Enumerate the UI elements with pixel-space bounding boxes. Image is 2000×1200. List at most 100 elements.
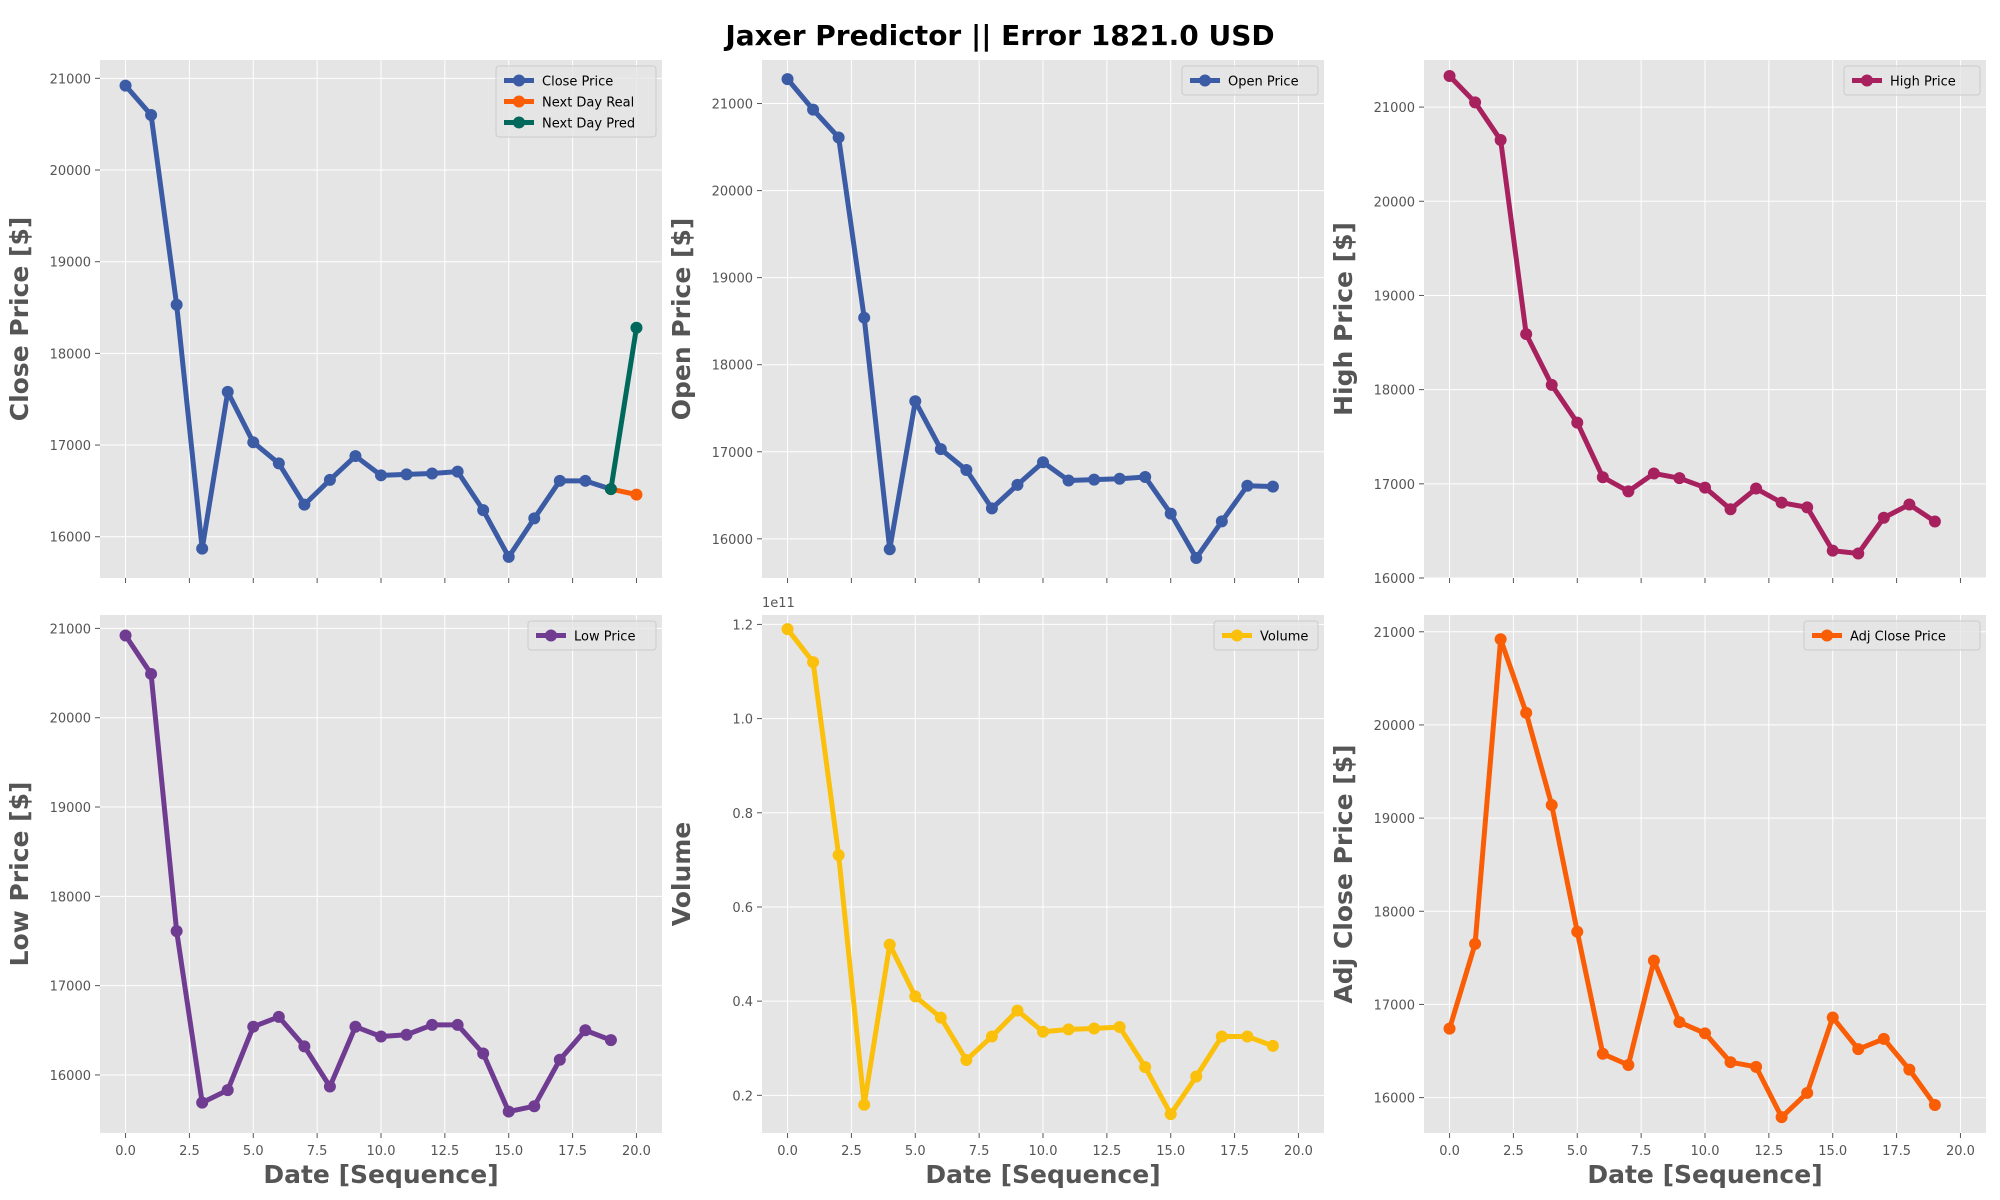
x-tick-label: 2.5 [1503, 1144, 1524, 1159]
data-point [960, 1054, 973, 1067]
y-tick-label: 20000 [1374, 195, 1415, 210]
series-volume [781, 623, 1279, 1121]
x-axis-label: Date [Sequence] [263, 1160, 498, 1189]
x-tick-label: 2.5 [179, 1144, 200, 1159]
data-point [1724, 503, 1737, 516]
data-point [1801, 501, 1814, 514]
data-point [1647, 954, 1660, 967]
y-tick-label: 19000 [50, 256, 91, 271]
y-tick-label: 21000 [50, 622, 91, 637]
data-point [604, 1034, 617, 1047]
data-point [1647, 467, 1660, 480]
legend: Adj Close Price [1803, 620, 1981, 651]
data-point [1801, 1086, 1814, 1099]
data-point [1520, 328, 1533, 341]
x-tick-label: 10.0 [1029, 1144, 1058, 1159]
data-point [1443, 70, 1456, 83]
y-axis-label: High Price [$] [1329, 222, 1358, 416]
x-tick-label: 17.5 [1882, 1144, 1911, 1159]
data-point [934, 1011, 947, 1024]
x-tick-label: 0.0 [115, 1144, 136, 1159]
y-axis-label: Open Price [$] [667, 218, 696, 421]
y-tick-label: 17000 [1374, 478, 1415, 493]
legend-box [1213, 620, 1319, 651]
y-axis-offset-label: 1e11 [762, 596, 795, 611]
series-line [123, 83, 614, 560]
data-point [1266, 1039, 1279, 1052]
series-open-price [781, 73, 1279, 564]
y-tick-label: 17000 [50, 980, 91, 995]
legend-box [1181, 65, 1319, 96]
data-point [1826, 544, 1839, 557]
y-tick-label: 16000 [1374, 1092, 1415, 1107]
legend-label: Next Day Real [542, 96, 634, 111]
data-point [630, 321, 643, 334]
x-tick-label: 7.5 [307, 1144, 328, 1159]
data-point [375, 469, 387, 482]
data-point [1215, 515, 1228, 528]
data-point [400, 468, 413, 481]
series-high-price [1443, 70, 1941, 560]
data-point [883, 543, 896, 556]
y-tick-label: 0.8 [732, 807, 753, 822]
y-tick-label: 17000 [50, 439, 91, 454]
data-point [1037, 1025, 1049, 1038]
data-point [1903, 1063, 1916, 1076]
x-tick-label: 17.5 [558, 1144, 587, 1159]
y-tick-label: 17000 [712, 446, 753, 461]
subplot-2: 16000 17000 18000 19000 20000 21000 Open Price… [667, 60, 1324, 583]
data-point [1088, 473, 1101, 486]
x-tick-label: 15.0 [1156, 1144, 1185, 1159]
series-line [785, 626, 1276, 1117]
y-tick-label: 19000 [712, 272, 753, 287]
legend-swatch-marker [1231, 629, 1243, 642]
data-point [1062, 1023, 1075, 1036]
y-tick-label: 18000 [1374, 905, 1415, 920]
data-point [502, 550, 515, 563]
data-point [1469, 96, 1482, 109]
y-tick-label: 0.4 [732, 995, 753, 1010]
data-point [1164, 1108, 1177, 1121]
x-tick-label: 12.5 [1754, 1144, 1783, 1159]
data-point [1903, 498, 1916, 511]
data-point [1750, 482, 1763, 495]
y-axis-label: Close Price [$] [5, 217, 34, 422]
data-point [1062, 474, 1075, 487]
legend-swatch-marker [513, 95, 525, 108]
x-tick-label: 15.0 [494, 1144, 523, 1159]
data-point [1775, 1111, 1788, 1124]
y-tick-label: 19000 [1374, 289, 1415, 304]
legend-swatch-marker [513, 74, 525, 87]
data-point [909, 990, 922, 1003]
data-point [1113, 472, 1126, 485]
data-point [1241, 1030, 1254, 1043]
data-point [1928, 1099, 1941, 1112]
y-tick-label: 18000 [50, 890, 91, 905]
y-tick-label: 1.0 [732, 713, 753, 728]
data-point [1011, 1004, 1024, 1017]
data-point [170, 298, 183, 311]
data-point [298, 1040, 311, 1053]
data-point [832, 849, 845, 862]
data-point [1494, 134, 1507, 147]
data-point [1139, 1061, 1152, 1074]
data-point [1571, 925, 1584, 938]
data-point [1011, 478, 1024, 491]
data-point [883, 938, 896, 951]
y-tick-label: 0.6 [732, 901, 753, 916]
x-tick-label: 7.5 [969, 1144, 990, 1159]
data-point [1037, 456, 1049, 469]
data-point [451, 1018, 464, 1031]
data-point [579, 1024, 592, 1037]
y-tick-label: 19000 [1374, 812, 1415, 827]
data-point [553, 1053, 566, 1066]
legend-box [495, 65, 657, 138]
data-point [1215, 1030, 1228, 1043]
data-point [1852, 1043, 1865, 1056]
data-point [400, 1028, 413, 1041]
y-tick-label: 20000 [50, 712, 91, 727]
y-tick-label: 16000 [712, 533, 753, 548]
data-point [221, 1084, 234, 1097]
series-close-price [119, 79, 617, 563]
